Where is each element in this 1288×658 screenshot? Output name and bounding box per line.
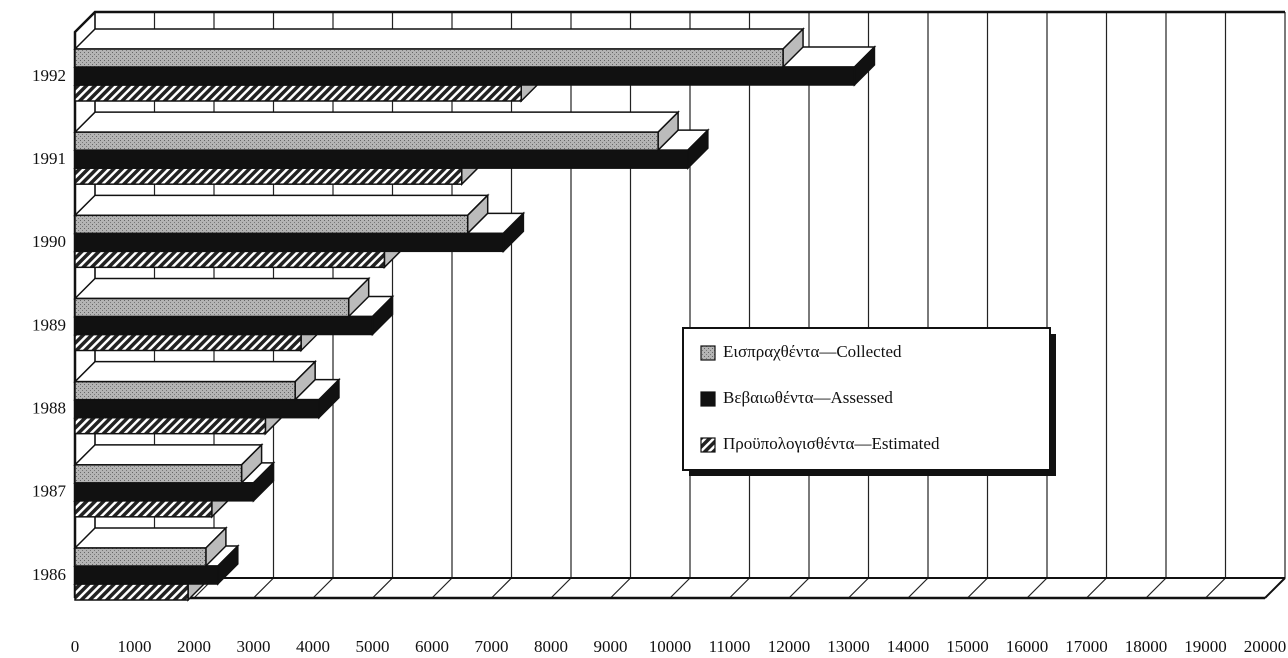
bars: 1986 1987 1988 1989 1990 1991 1992 — [32, 27, 877, 602]
floor-line — [1086, 577, 1107, 599]
bar-front — [74, 416, 267, 435]
floor-line — [669, 577, 691, 599]
floor-line — [848, 577, 869, 599]
x-tick-label: 11000 — [709, 637, 751, 656]
bar-front — [74, 149, 689, 169]
bar-front — [74, 131, 659, 151]
bar-front — [74, 232, 505, 253]
bar-front — [74, 500, 213, 518]
y-tick-label: 1987 — [32, 482, 67, 501]
floor-line — [253, 577, 274, 599]
floor-line — [372, 577, 393, 599]
bar-front — [74, 482, 255, 502]
floor-line — [1026, 577, 1048, 599]
bar-top — [73, 527, 228, 549]
floor-right — [1264, 577, 1286, 599]
x-tick-label: 3000 — [237, 637, 271, 656]
y-tick-label: 1991 — [32, 149, 66, 168]
floor-line — [550, 577, 572, 599]
bar-front — [74, 380, 296, 401]
floor-line — [1145, 577, 1167, 599]
legend: Εισπραχθέντα—Collected Βεβαιωθέντα—Assess… — [682, 327, 1056, 476]
bar-front — [74, 333, 302, 352]
x-tick-label: 1000 — [118, 637, 152, 656]
x-tick-label: 4000 — [296, 637, 330, 656]
bar-front — [74, 48, 784, 68]
bar-front — [74, 315, 374, 336]
bar-top — [73, 277, 371, 300]
y-tick-label: 1992 — [32, 66, 66, 85]
legend-swatch — [700, 391, 716, 407]
x-tick-label: 6000 — [415, 637, 449, 656]
x-tick-label: 7000 — [475, 637, 509, 656]
floor-line — [491, 577, 512, 599]
floor-line — [967, 577, 988, 599]
legend-box — [682, 327, 1051, 471]
bar-front — [74, 565, 219, 585]
x-tick-label: 13000 — [827, 637, 870, 656]
bar-front — [74, 464, 243, 484]
bar-top — [73, 444, 264, 466]
bar — [73, 27, 805, 69]
x-tick-label: 14000 — [887, 637, 930, 656]
bar-front — [74, 214, 469, 235]
legend-swatch — [700, 437, 716, 453]
bar-front — [74, 84, 522, 102]
bar-front — [74, 583, 189, 601]
x-tick-label: 5000 — [356, 637, 390, 656]
floor-line — [907, 577, 929, 599]
x-tick-label: 18000 — [1125, 637, 1168, 656]
bar — [73, 359, 317, 402]
x-tick-label: 16000 — [1006, 637, 1049, 656]
bar — [73, 193, 490, 236]
floor-line — [729, 577, 750, 599]
x-tick-label: 0 — [71, 637, 80, 656]
floor-line — [312, 577, 334, 599]
legend-swatch — [700, 345, 716, 361]
bar — [73, 526, 228, 568]
x-tick-label: 9000 — [594, 637, 628, 656]
bar — [73, 443, 264, 485]
y-tick-label: 1990 — [32, 232, 66, 251]
bar-top — [73, 111, 680, 133]
floor-line — [431, 577, 453, 599]
floor-line — [1205, 577, 1226, 599]
x-tick-label: 2000 — [177, 637, 211, 656]
bar-front — [74, 250, 386, 269]
bar-front — [74, 398, 320, 419]
x-tick-label: 12000 — [768, 637, 811, 656]
x-tick-label: 15000 — [946, 637, 989, 656]
bar — [73, 110, 680, 152]
bar-front — [74, 167, 463, 185]
legend-label: Προϋπολογισθέντα—Estimated — [723, 434, 940, 453]
x-tick-label: 10000 — [649, 637, 692, 656]
bar-top — [73, 28, 805, 50]
bar-front — [74, 547, 207, 567]
x-tick-label: 8000 — [534, 637, 568, 656]
x-tick-label: 19000 — [1184, 637, 1227, 656]
bar-front — [74, 66, 856, 86]
bar-front — [74, 297, 350, 318]
floor-line — [788, 577, 810, 599]
floor-line — [610, 577, 631, 599]
bar — [73, 276, 371, 319]
legend-label: Εισπραχθέντα—Collected — [723, 342, 902, 361]
x-tick-label: 17000 — [1065, 637, 1108, 656]
y-tick-label: 1986 — [32, 565, 66, 584]
bar-top — [73, 194, 490, 217]
legend-label: Βεβαιωθέντα—Assessed — [723, 388, 893, 407]
y-tick-label: 1989 — [32, 315, 66, 334]
bar-top — [73, 360, 317, 383]
y-tick-label: 1988 — [32, 399, 66, 418]
x-tick-label: 20000 — [1244, 637, 1287, 656]
